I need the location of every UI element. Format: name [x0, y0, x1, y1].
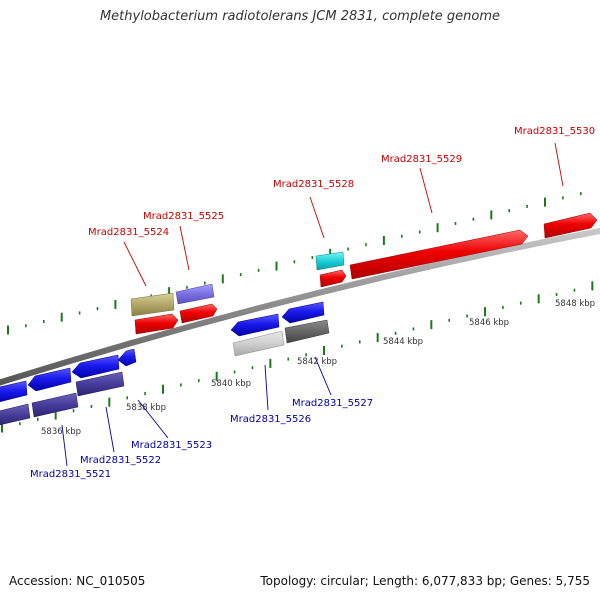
- gene-arrow[interactable]: [543, 212, 598, 239]
- gene-label[interactable]: Mrad2831_5525: [143, 211, 224, 222]
- accession-text: Accession: NC_010505: [9, 574, 146, 588]
- gene-arrow[interactable]: [315, 251, 345, 271]
- scale-label: 5838 kbp: [126, 403, 166, 413]
- gene-label[interactable]: Mrad2831_5530: [514, 126, 595, 137]
- minus-gene-labels: Mrad2831_5521 Mrad2831_5522 Mrad2831_552…: [30, 398, 373, 480]
- gene-arrow[interactable]: [71, 354, 120, 379]
- plus-gene-labels: Mrad2831_5524 Mrad2831_5525 Mrad2831_552…: [88, 126, 595, 238]
- gene-arrow[interactable]: [0, 403, 31, 426]
- gene-arrow[interactable]: [31, 392, 79, 418]
- scale-label: 5840 kbp: [211, 379, 251, 389]
- gene-arrow[interactable]: [175, 283, 215, 305]
- gene-label[interactable]: Mrad2831_5528: [273, 179, 354, 190]
- label-leader-lines: [61, 142, 564, 467]
- plus-strand-genes: [130, 212, 598, 335]
- gene-arrow[interactable]: [179, 303, 218, 324]
- gene-label[interactable]: Mrad2831_5521: [30, 469, 111, 480]
- gene-arrow[interactable]: [230, 313, 280, 337]
- gene-arrow[interactable]: [117, 348, 137, 367]
- gene-arrow[interactable]: [319, 269, 347, 288]
- scale-label: 5846 kbp: [469, 318, 509, 328]
- gene-arrow[interactable]: [284, 319, 330, 344]
- gene-arrow[interactable]: [281, 301, 325, 324]
- gene-arrow[interactable]: [130, 292, 175, 317]
- gene-label[interactable]: Mrad2831_5522: [80, 455, 161, 466]
- gene-label[interactable]: Mrad2831_5524: [88, 227, 169, 238]
- scale-label: 5844 kbp: [383, 337, 423, 347]
- genome-summary-text: Topology: circular; Length: 6,077,833 bp…: [260, 574, 590, 588]
- genome-title: Methylobacterium radiotolerans JCM 2831,…: [99, 9, 501, 24]
- gene-label[interactable]: Mrad2831_5529: [381, 154, 462, 165]
- gene-arrow[interactable]: [75, 371, 125, 397]
- minus-strand-genes: [0, 301, 330, 426]
- scale-label: 5836 kbp: [41, 427, 81, 437]
- scale-label: 5848 kbp: [555, 299, 595, 309]
- gene-arrow[interactable]: [0, 380, 28, 403]
- gene-arrow[interactable]: [134, 313, 179, 335]
- gene-label[interactable]: Mrad2831_5523: [131, 440, 212, 451]
- gene-arrow[interactable]: [27, 367, 72, 392]
- gene-arrow[interactable]: [349, 229, 529, 280]
- gene-arrow[interactable]: [232, 330, 285, 357]
- genome-backbone: [0, 227, 600, 386]
- gene-label[interactable]: Mrad2831_5526: [230, 414, 311, 425]
- gene-label[interactable]: Mrad2831_5527: [292, 398, 373, 409]
- scale-labels: 5836 kbp 5838 kbp 5840 kbp 5842 kbp 5844…: [41, 299, 595, 437]
